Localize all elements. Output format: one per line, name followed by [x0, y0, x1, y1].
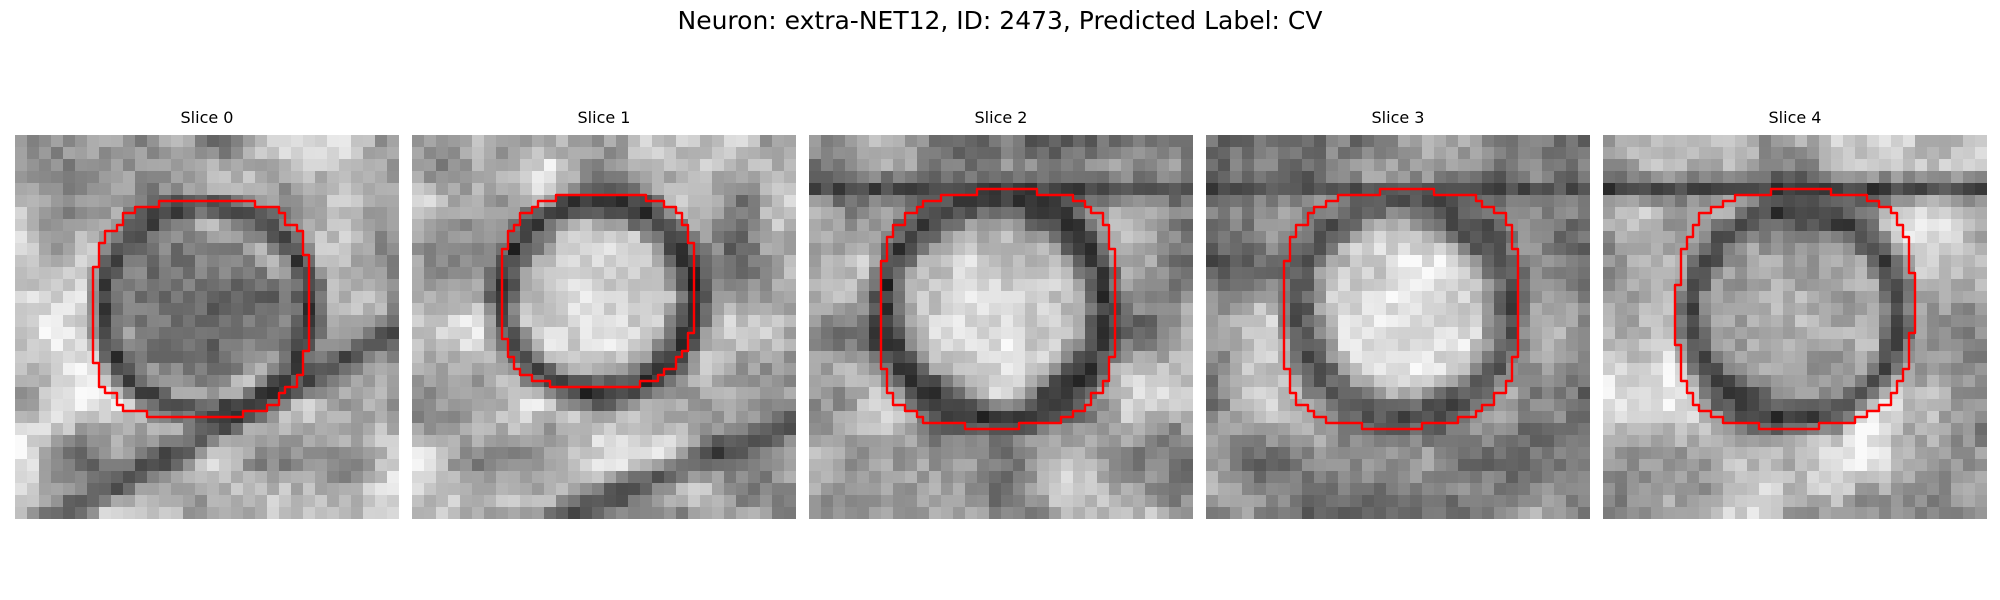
- slice-title: Slice 0: [15, 108, 399, 127]
- slice-title: Slice 1: [412, 108, 796, 127]
- slice-title: Slice 3: [1206, 108, 1590, 127]
- slice-image: [15, 135, 399, 519]
- slice-title: Slice 4: [1603, 108, 1987, 127]
- figure-title: Neuron: extra-NET12, ID: 2473, Predicted…: [0, 6, 2000, 35]
- slice-image: [1206, 135, 1590, 519]
- slice-image: [412, 135, 796, 519]
- slice-image: [809, 135, 1193, 519]
- slice-image: [1603, 135, 1987, 519]
- slice-title: Slice 2: [809, 108, 1193, 127]
